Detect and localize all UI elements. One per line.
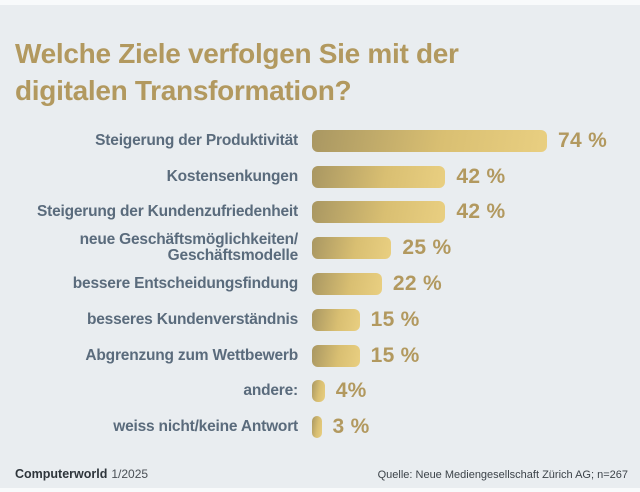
bar-value: 15 % <box>370 307 420 331</box>
bar-value: 3 % <box>332 415 370 439</box>
bar-label: neue Geschäftsmöglichkeiten/ Geschäftsmo… <box>79 231 299 265</box>
bar-label: Kostensenkungen <box>166 167 299 185</box>
chart-row: Steigerung der Produktivität 74 % <box>0 123 640 159</box>
bar-value: 4% <box>335 379 367 403</box>
bar-label: weiss nicht/keine Antwort <box>113 418 298 436</box>
bar-value: 22 % <box>392 272 442 296</box>
bar-label: Steigerung der Produktivität <box>95 131 298 149</box>
bar-value: 74 % <box>558 128 608 152</box>
issue-number: 1/2025 <box>111 467 149 481</box>
bar-value: 42 % <box>456 164 506 188</box>
chart-row: besseres Kundenverständnis 15 % <box>0 302 640 338</box>
bar-value: 25 % <box>402 236 452 260</box>
footer: Computerworld 1/2025 Quelle: Neue Medieng… <box>15 465 628 483</box>
chart-row: weiss nicht/keine Antwort 3 % <box>0 409 640 445</box>
source-note: Quelle: Neue Mediengesellschaft Zürich A… <box>377 469 628 481</box>
bar <box>312 201 446 224</box>
publication: Computerworld 1/2025 <box>15 465 148 483</box>
chart-row: neue Geschäftsmöglichkeiten/ Geschäftsmo… <box>0 230 640 266</box>
bar-chart: Steigerung der Produktivität 74 % Kostense… <box>0 123 640 445</box>
bottom-margin <box>0 488 640 492</box>
chart-title: Welche Ziele verfolgen Sie mit der digit… <box>15 37 459 106</box>
bar-value: 42 % <box>456 200 506 224</box>
bar-label: Abgrenzung zum Wettbewerb <box>85 346 298 364</box>
bar-label: bessere Entscheidungsfindung <box>72 275 298 293</box>
bar <box>312 129 547 152</box>
bar <box>312 416 322 439</box>
chart-row: Kostensenkungen 42 % <box>0 159 640 195</box>
top-margin <box>0 0 640 5</box>
chart-row: Abgrenzung zum Wettbewerb 15 % <box>0 338 640 374</box>
chart-row: bessere Entscheidungsfindung 22 % <box>0 266 640 302</box>
bar <box>312 165 446 188</box>
bar-label: Steigerung der Kundenzufriedenheit <box>36 203 298 221</box>
chart-row: Steigerung der Kundenzufriedenheit 42 % <box>0 195 640 231</box>
publication-name: Computerworld <box>15 467 108 481</box>
bar <box>312 344 360 367</box>
bar <box>312 237 392 260</box>
chart-row: andere: 4% <box>0 374 640 410</box>
bar-label: besseres Kundenverständnis <box>86 310 298 328</box>
bar-value: 15 % <box>370 343 420 367</box>
bar <box>312 273 382 296</box>
bar-label: andere: <box>243 382 298 400</box>
bar <box>312 380 325 403</box>
bar <box>312 308 360 331</box>
